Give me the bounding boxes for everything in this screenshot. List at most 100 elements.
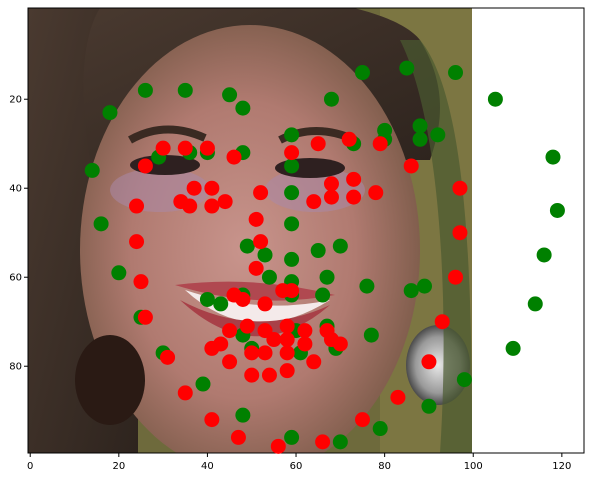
scatter-point: [333, 239, 348, 254]
scatter-point: [156, 141, 171, 156]
scatter-point: [160, 350, 175, 365]
scatter-point: [178, 83, 193, 98]
scatter-point: [373, 136, 388, 151]
x-tick-label: 0: [27, 461, 33, 472]
scatter-point: [284, 283, 299, 298]
scatter-point: [280, 363, 295, 378]
scatter-point: [448, 270, 463, 285]
scatter-point: [457, 372, 472, 387]
scatter-point: [368, 185, 383, 200]
scatter-point: [297, 336, 312, 351]
scatter-point: [271, 439, 286, 454]
scatter-point: [435, 314, 450, 329]
scatter-point: [138, 310, 153, 325]
scatter-point: [262, 368, 277, 383]
scatter-point: [399, 61, 414, 76]
scatter-point: [320, 270, 335, 285]
scatter-point: [545, 150, 560, 165]
scatter-point: [306, 354, 321, 369]
scatter-point: [346, 172, 361, 187]
scatter-point: [284, 158, 299, 173]
scatter-point: [195, 377, 210, 392]
scatter-point: [249, 261, 264, 276]
scatter-point: [280, 332, 295, 347]
scatter-point: [284, 127, 299, 142]
scatter-point: [280, 319, 295, 334]
y-tick-label: 40: [9, 184, 22, 195]
scatter-point: [218, 194, 233, 209]
scatter-point: [413, 132, 428, 147]
x-tick-label: 80: [378, 461, 391, 472]
scatter-point: [315, 434, 330, 449]
x-tick-label: 120: [552, 461, 571, 472]
scatter-point: [284, 185, 299, 200]
scatter-point: [528, 296, 543, 311]
scatter-point: [284, 216, 299, 231]
scatter-point: [284, 145, 299, 160]
scatter-point: [240, 239, 255, 254]
x-tick-label: 100: [464, 461, 483, 472]
scatter-point: [452, 181, 467, 196]
scatter-point: [324, 190, 339, 205]
scatter-point: [284, 252, 299, 267]
scatter-point: [138, 83, 153, 98]
scatter-point: [448, 65, 463, 80]
scatter-point: [253, 185, 268, 200]
y-tick-label: 80: [9, 362, 22, 373]
scatter-point: [231, 430, 246, 445]
scatter-point: [244, 368, 259, 383]
scatter-point: [213, 336, 228, 351]
scatter-point: [333, 336, 348, 351]
scatter-point: [222, 354, 237, 369]
scatter-point: [227, 150, 242, 165]
scatter-point: [213, 296, 228, 311]
scatter-point: [404, 158, 419, 173]
scatter-point: [253, 234, 268, 249]
scatter-point: [222, 87, 237, 102]
scatter-point: [204, 199, 219, 214]
scatter-point: [421, 399, 436, 414]
scatter-point: [284, 430, 299, 445]
scatter-point: [129, 234, 144, 249]
scatter-point: [85, 163, 100, 178]
scatter-point: [506, 341, 521, 356]
scatter-point: [297, 323, 312, 338]
scatter-point: [258, 345, 273, 360]
scatter-point: [280, 345, 295, 360]
x-tick-label: 40: [201, 461, 214, 472]
scatter-point: [129, 199, 144, 214]
scatter-point: [311, 243, 326, 258]
scatter-point: [315, 288, 330, 303]
scatter-point: [373, 421, 388, 436]
scatter-point: [266, 332, 281, 347]
scatter-point: [94, 216, 109, 231]
scatter-point: [178, 385, 193, 400]
scatter-point: [355, 412, 370, 427]
scatter-point: [222, 323, 237, 338]
y-tick-label: 60: [9, 273, 22, 284]
y-tick-label: 20: [9, 95, 22, 106]
scatter-point: [537, 247, 552, 262]
scatter-point: [311, 136, 326, 151]
x-tick-label: 20: [112, 461, 125, 472]
scatter-point: [262, 270, 277, 285]
scatter-point: [240, 319, 255, 334]
scatter-point: [258, 296, 273, 311]
scatter-point: [359, 279, 374, 294]
scatter-point: [346, 190, 361, 205]
scatter-point: [342, 132, 357, 147]
scatter-point: [430, 127, 445, 142]
scatter-point: [235, 292, 250, 307]
scatter-point: [364, 328, 379, 343]
scatter-point: [390, 390, 405, 405]
scatter-point: [138, 158, 153, 173]
scatter-point: [417, 279, 432, 294]
scatter-point: [102, 105, 117, 120]
scatter-point: [249, 212, 264, 227]
scatter-point: [235, 408, 250, 423]
scatter-point: [421, 354, 436, 369]
scatter-point: [178, 141, 193, 156]
y-axis: 20 40 60 80: [9, 95, 28, 373]
scatter-point: [324, 92, 339, 107]
